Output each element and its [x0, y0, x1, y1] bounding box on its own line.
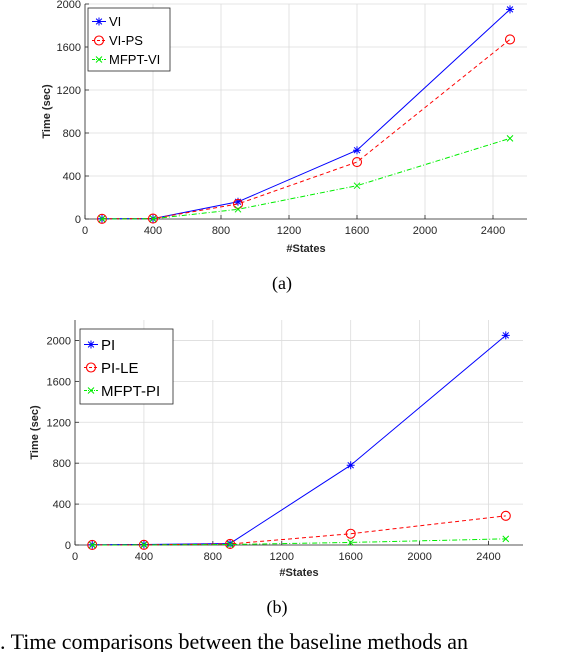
data-point-2-3 — [347, 539, 355, 546]
y-tick-label: 800 — [53, 458, 71, 470]
y-tick-label: 800 — [63, 128, 81, 140]
x-tick-label: 1600 — [338, 551, 362, 563]
x-tick-label: 0 — [82, 225, 88, 237]
x-tick-label: 400 — [135, 551, 153, 563]
data-point-1-1 — [147, 213, 159, 224]
legend-label-2: MFPT-PI — [101, 383, 160, 400]
data-point-1-3 — [351, 156, 363, 168]
legend-marker-1 — [85, 362, 97, 373]
y-tick-label: 2000 — [47, 335, 71, 347]
data-point-2-1 — [149, 215, 157, 223]
legend-label-2: MFPT-VI — [109, 52, 160, 67]
y-tick-label: 1600 — [57, 42, 81, 54]
data-point-0-4 — [501, 331, 510, 340]
data-point-2-2 — [234, 205, 242, 213]
data-point-2-2 — [226, 541, 234, 548]
x-tick-label: 1200 — [270, 551, 294, 563]
data-point-0-3 — [353, 146, 361, 155]
data-point-1-4 — [500, 510, 511, 521]
x-axis-label: #States — [286, 243, 325, 255]
data-point-2-4 — [506, 135, 514, 142]
y-tick-label: 2000 — [57, 0, 81, 11]
data-point-1-4 — [504, 34, 516, 45]
legend-marker-1 — [93, 35, 105, 46]
legend-marker-0 — [95, 17, 103, 26]
caption-a: (a) — [272, 273, 292, 294]
y-tick-label: 1200 — [47, 417, 71, 429]
legend-marker-0 — [87, 340, 95, 349]
chart-b: 0 400 800 1200 1600 2000 2400 0 400 800 1200 1600 20… — [29, 320, 523, 579]
x-tick-label: 2400 — [476, 551, 500, 563]
series-line-2 — [101, 137, 511, 220]
data-point-0-2 — [234, 197, 242, 206]
y-tick-label: 1200 — [57, 85, 81, 97]
legend-label-0: PI — [101, 337, 115, 354]
legend-marker-2 — [95, 56, 103, 63]
x-tick-label: 800 — [212, 225, 230, 237]
x-tick-label: 2400 — [481, 225, 505, 237]
caption-b: (b) — [267, 597, 288, 618]
y-tick-label: 400 — [53, 499, 71, 511]
x-tick-label: 2000 — [407, 551, 431, 563]
chart-a: 0 400 800 1200 1600 2000 2400 0 400 800 1200 1600 20… — [41, 0, 527, 255]
legend-marker-2 — [87, 387, 95, 394]
data-point-0-4 — [506, 5, 514, 14]
figure-caption: . Time comparisons between the baseline … — [0, 629, 468, 652]
x-tick-label: 0 — [72, 551, 78, 563]
data-point-1-3 — [345, 528, 356, 539]
data-point-2-3 — [353, 182, 361, 190]
x-tick-label: 400 — [144, 225, 162, 237]
legend-label-1: PI-LE — [101, 360, 139, 377]
legend-label-0: VI — [109, 14, 121, 29]
series-line-1 — [92, 515, 506, 546]
data-point-1-2 — [232, 198, 244, 209]
x-tick-label: 2000 — [413, 225, 437, 237]
data-point-2-0 — [88, 541, 96, 549]
y-tick-label: 0 — [75, 214, 81, 226]
x-tick-label: 1600 — [345, 225, 369, 237]
data-point-2-4 — [502, 535, 510, 543]
x-axis-label: #States — [279, 567, 318, 579]
legend-label-1: VI-PS — [109, 33, 143, 48]
x-tick-label: 800 — [204, 551, 222, 563]
y-axis-label: Time (sec) — [29, 405, 41, 460]
data-point-2-1 — [140, 541, 148, 549]
y-tick-label: 0 — [65, 540, 71, 552]
data-point-0-3 — [346, 461, 355, 470]
data-point-0-2 — [226, 539, 235, 548]
data-point-2-0 — [98, 215, 106, 223]
x-tick-label: 1200 — [277, 225, 301, 237]
y-axis-label: Time (sec) — [41, 84, 53, 139]
y-tick-label: 400 — [63, 171, 81, 183]
y-tick-label: 1600 — [47, 376, 71, 388]
